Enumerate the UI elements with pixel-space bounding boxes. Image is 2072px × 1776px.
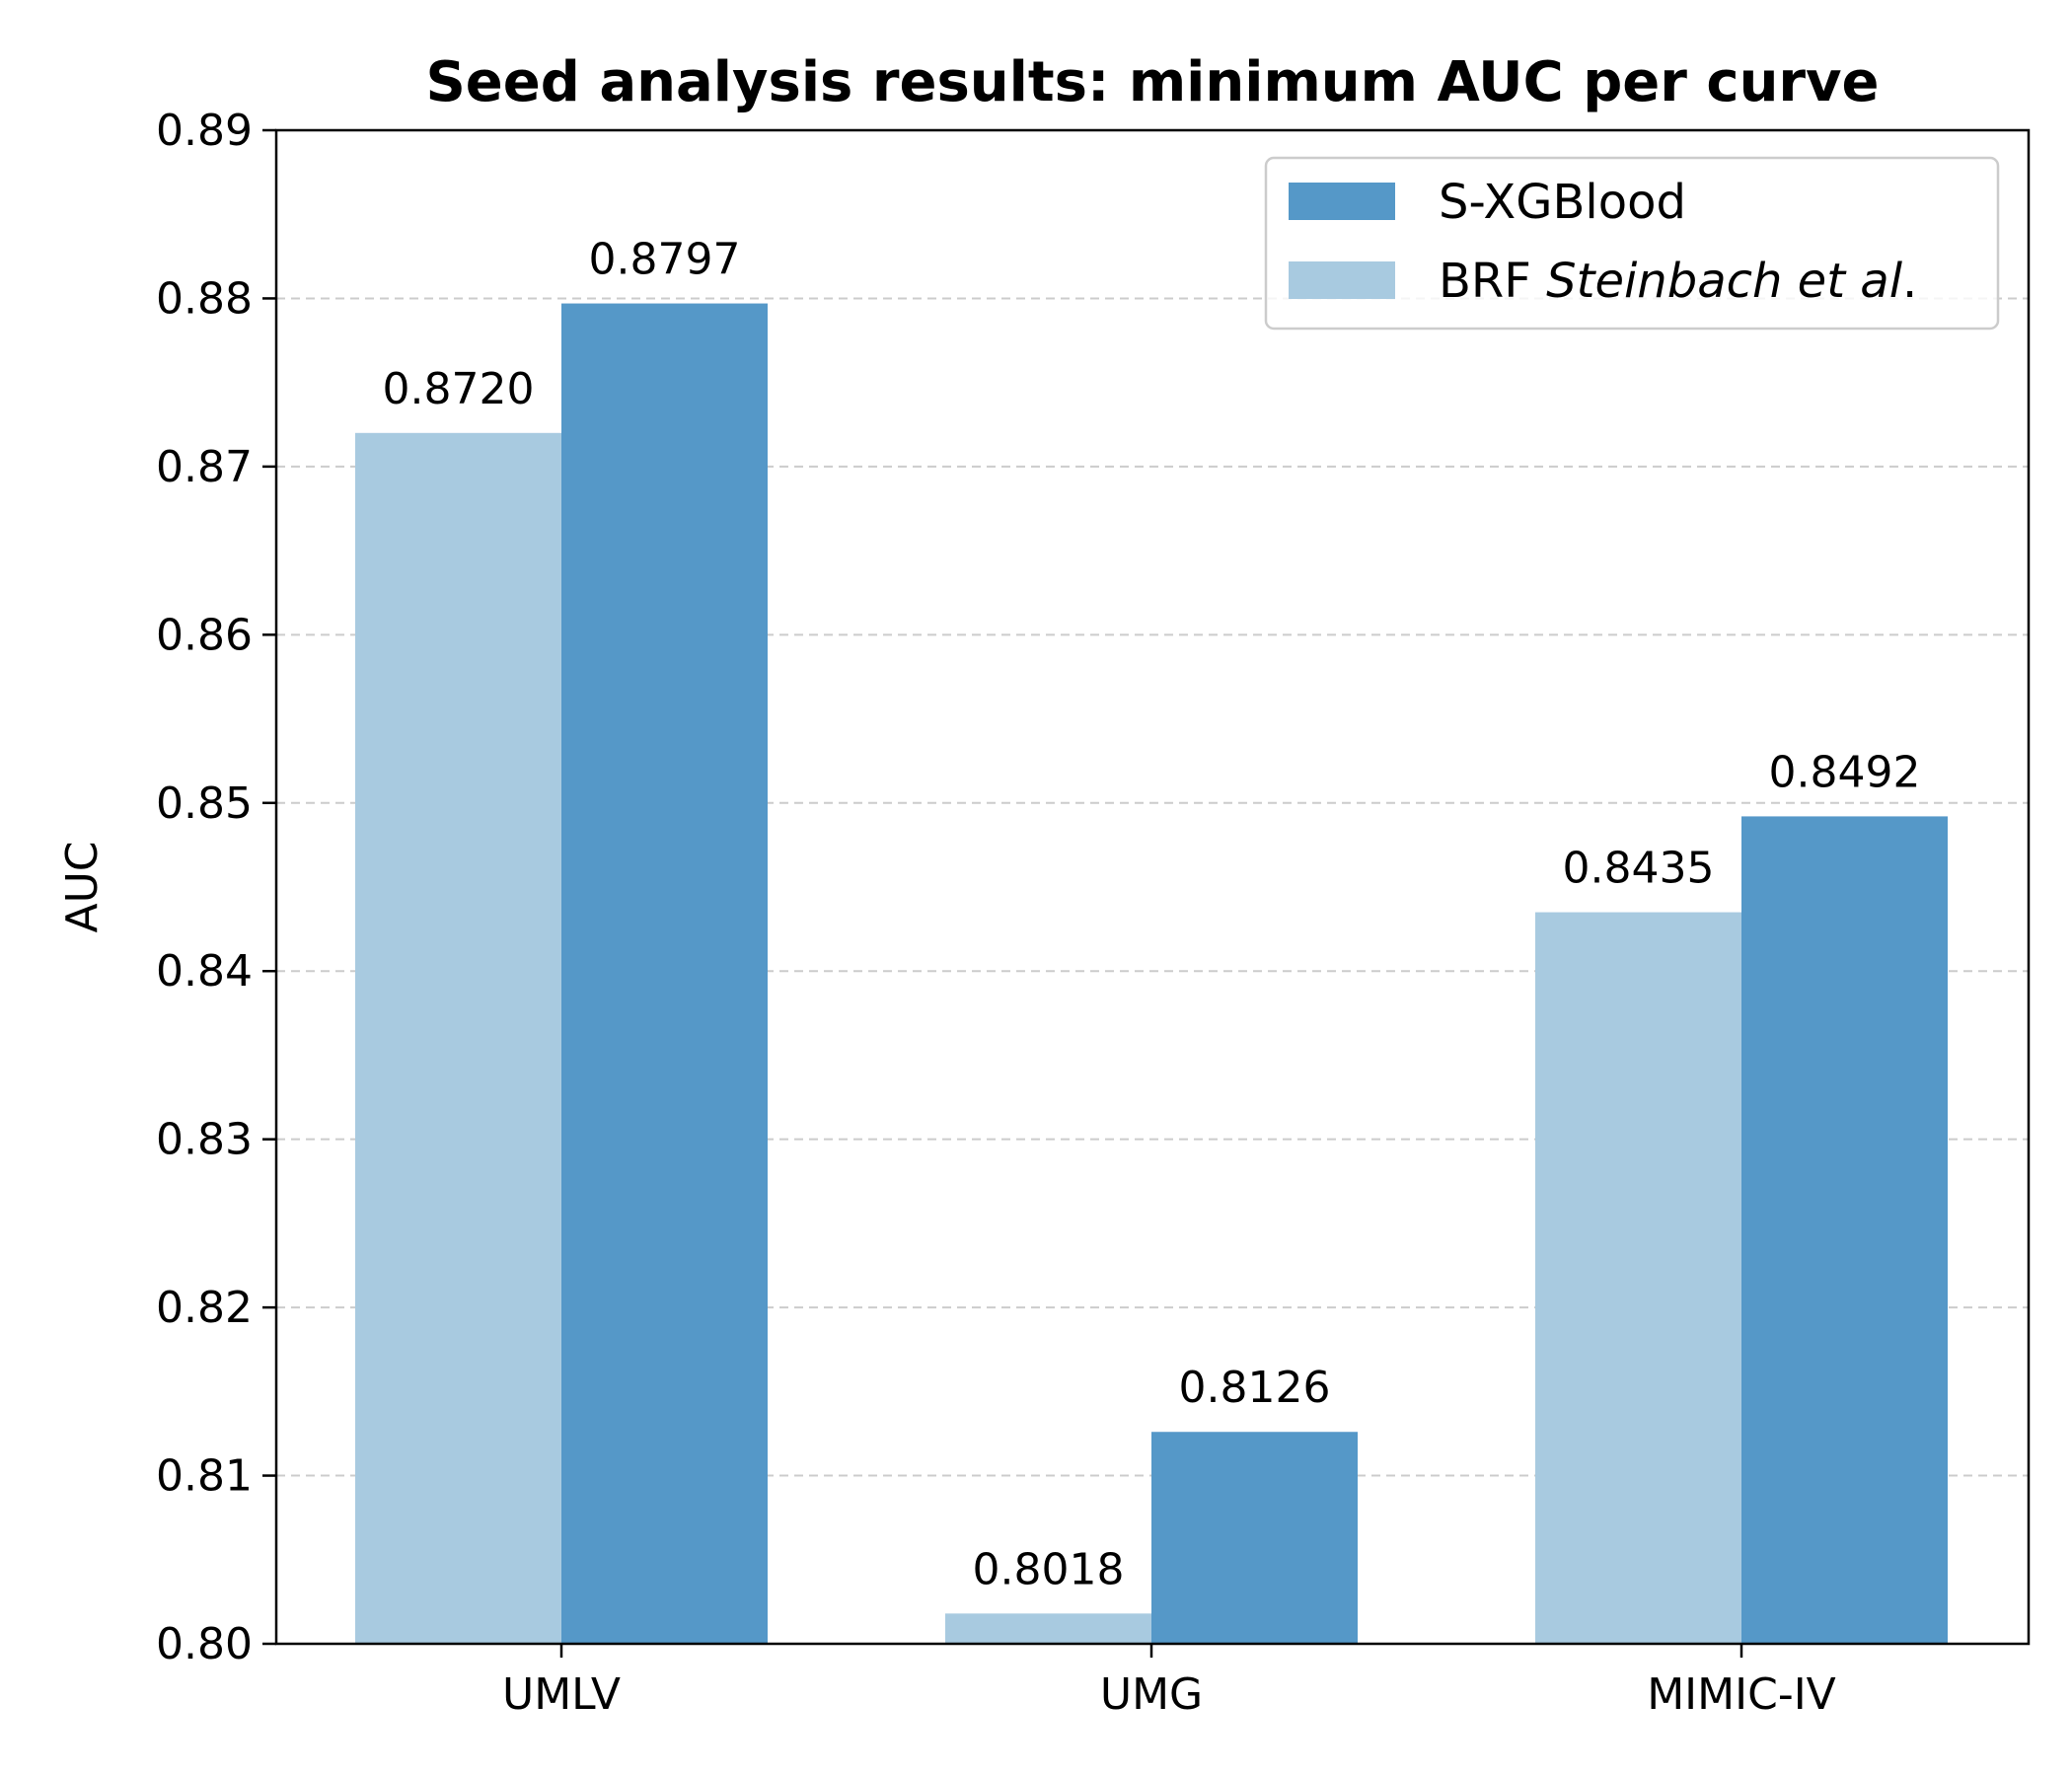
y-tick-label: 0.80 — [156, 1619, 253, 1669]
y-axis: 0.80 0.81 0.82 0.83 0.84 0.85 0.86 0.87 0.88 0.89 — [156, 106, 276, 1669]
data-label: 0.8492 — [1769, 747, 1921, 797]
data-labels: 0.8720 0.8797 0.8018 0.8126 0.8435 0.8492 — [383, 235, 1921, 1595]
x-tick-label: UMG — [1100, 1669, 1203, 1720]
x-tick-label: MIMIC-IV — [1647, 1669, 1836, 1720]
y-tick-label: 0.84 — [156, 946, 253, 997]
y-tick-label: 0.83 — [156, 1115, 253, 1165]
legend-swatch — [1289, 261, 1395, 299]
y-tick-label: 0.82 — [156, 1283, 253, 1333]
x-axis: UMLV UMG MIMIC-IV — [502, 1644, 1836, 1720]
bar-umlv-series-1 — [561, 303, 768, 1645]
data-label: 0.8720 — [383, 364, 535, 414]
legend: S-XGBlood BRF Steinbach et al. — [1264, 156, 2000, 331]
bar-mimic-iv-series-1 — [1741, 816, 1948, 1644]
legend-swatch — [1289, 183, 1395, 220]
bar-umg-series-1 — [1151, 1432, 1358, 1644]
y-tick-label: 0.86 — [156, 610, 253, 660]
bar-mimic-iv-series-0 — [1535, 912, 1741, 1644]
chart-title: Seed analysis results: minimum AUC per c… — [425, 50, 1879, 114]
y-axis-label: AUC — [57, 841, 108, 932]
legend-entry: S-XGBlood — [1439, 175, 1686, 230]
bar-umg-series-0 — [945, 1613, 1151, 1644]
y-tick-label: 0.81 — [156, 1451, 253, 1502]
y-tick-label: 0.87 — [156, 442, 253, 492]
data-label: 0.8018 — [973, 1544, 1125, 1594]
data-label: 0.8435 — [1563, 844, 1715, 894]
x-tick-label: UMLV — [502, 1669, 621, 1720]
y-tick-label: 0.89 — [156, 106, 253, 156]
y-tick-label: 0.88 — [156, 273, 253, 324]
legend-entry: BRF Steinbach et al. — [1439, 254, 1917, 309]
data-label: 0.8126 — [1179, 1363, 1331, 1413]
bars — [355, 303, 1948, 1645]
data-label: 0.8797 — [589, 235, 741, 285]
legend-frame — [1264, 156, 2000, 331]
y-tick-label: 0.85 — [156, 778, 253, 829]
bar-umlv-series-0 — [355, 432, 561, 1644]
